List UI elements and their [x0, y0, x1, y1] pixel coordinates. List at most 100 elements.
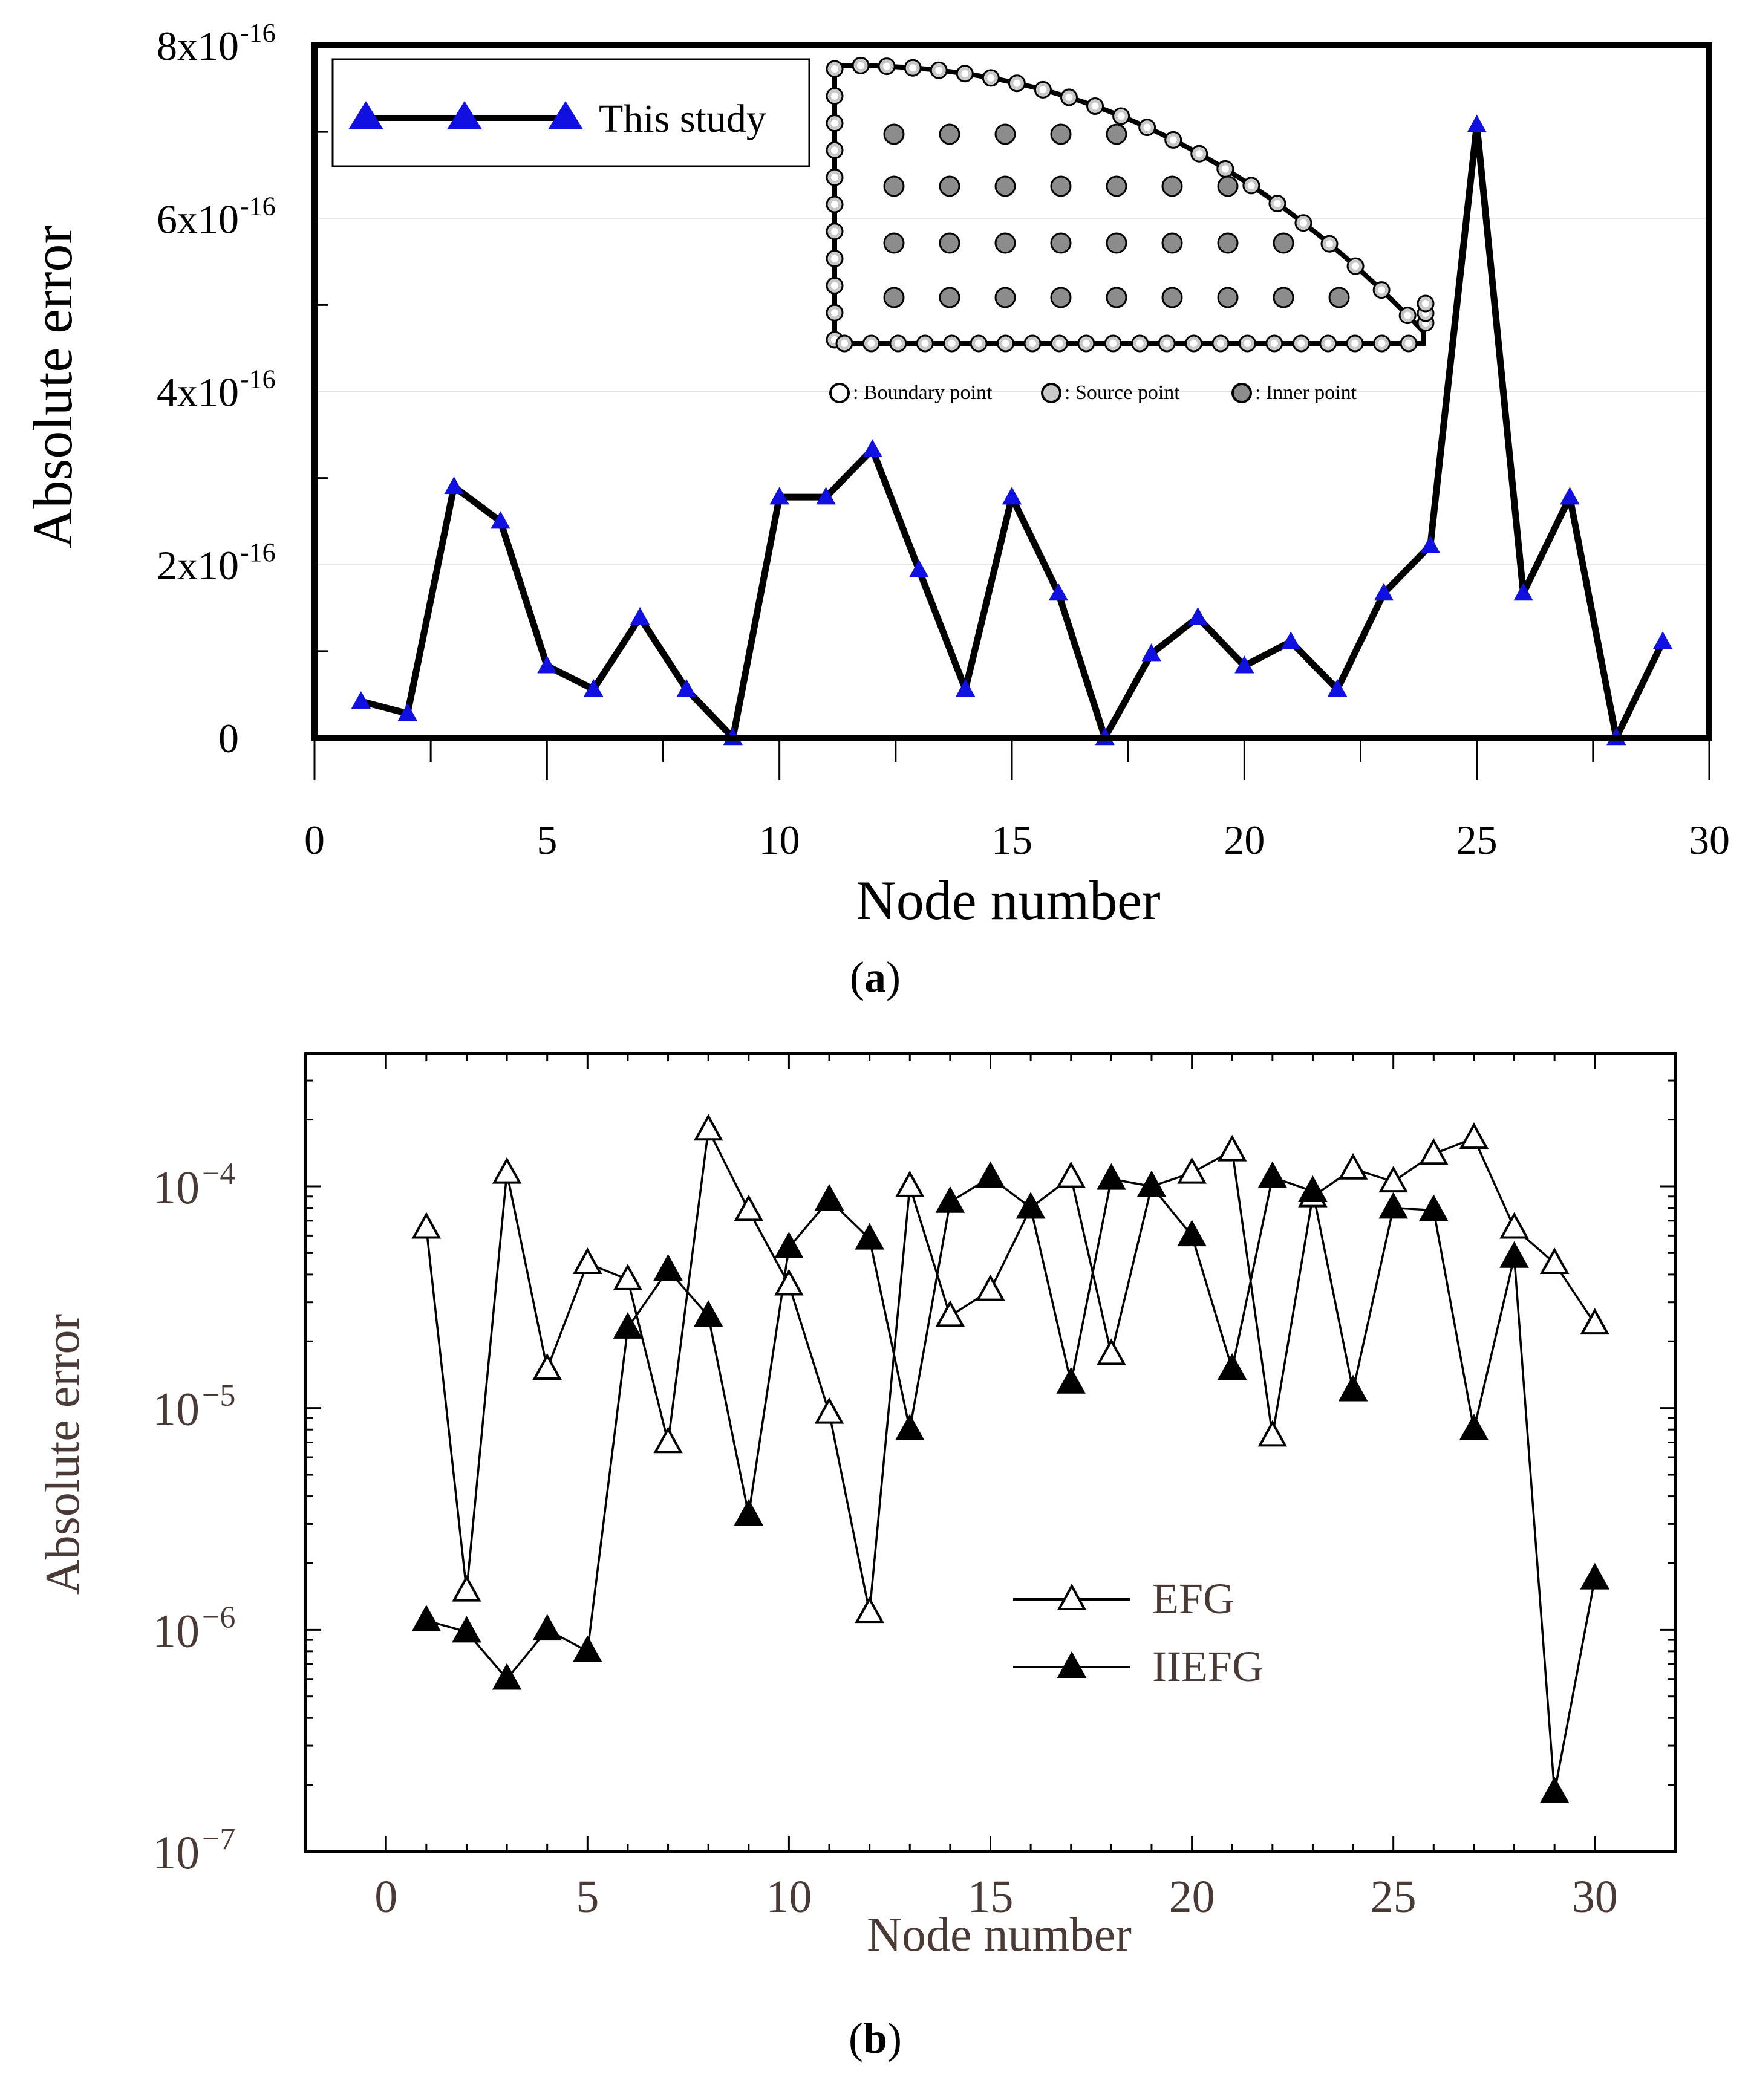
b-y-tick-labels: 10−710−610−510−4 — [152, 1157, 235, 1879]
b-data-point-iiefg — [1257, 1161, 1288, 1188]
b-ticks — [305, 1053, 1675, 1853]
b-data-point-efg — [693, 1114, 723, 1141]
inset-boundary-point — [1169, 136, 1177, 144]
a-y-tick-exponent: -16 — [240, 18, 276, 48]
b-data-point-efg — [1338, 1152, 1368, 1180]
b-y-tick-label: 10 — [152, 1383, 200, 1435]
b-data-point-efg — [1257, 1420, 1288, 1447]
inset-inner-point — [883, 123, 905, 145]
b-y-tick-exponent: −7 — [202, 1822, 235, 1856]
b-y-tick-exponent: −5 — [202, 1379, 235, 1413]
inset-inner-point — [883, 232, 905, 254]
a-data-point — [816, 487, 836, 505]
b-data-point-iiefg — [774, 1231, 804, 1258]
inset-boundary-point — [1039, 86, 1047, 94]
a-inset-domain-diagram — [826, 56, 1435, 353]
b-x-tick-label: 15 — [968, 1871, 1014, 1922]
inset-boundary-point — [1029, 340, 1036, 347]
inset-boundary-point — [831, 92, 838, 100]
inset-inner-point — [1161, 287, 1183, 308]
b-data-point-iiefg — [734, 1499, 764, 1526]
b-data-point-efg — [1459, 1122, 1489, 1149]
inset-boundary-point — [1217, 340, 1224, 347]
inset-boundary-point — [1065, 93, 1073, 101]
b-y-tick-label: 10 — [152, 1826, 200, 1879]
a-x-tick-label: 30 — [1689, 817, 1730, 863]
b-data-point-efg — [613, 1263, 643, 1290]
inset-boundary-point — [831, 282, 838, 290]
inset-boundary-point — [1013, 79, 1021, 87]
a-legend: This study — [331, 58, 810, 167]
a-x-tick-label: 5 — [536, 817, 557, 863]
panel-b: 0 5 10 15 20 25 30 10−710−610−510−4 EFG IIEFG … — [36, 1052, 1677, 2063]
a-data-point — [1281, 631, 1301, 649]
inset-inner-point — [1106, 287, 1127, 308]
a-y-axis-title: Absolute error — [22, 226, 83, 548]
a-series-markers — [351, 114, 1673, 746]
b-data-point-efg — [935, 1300, 965, 1327]
b-data-point-iiefg — [1419, 1194, 1449, 1221]
b-data-point-efg — [1539, 1247, 1570, 1274]
b-data-point-efg — [774, 1269, 804, 1296]
a-data-point — [630, 607, 650, 625]
inset-boundary-point — [831, 227, 838, 235]
b-data-point-iiefg — [1539, 1776, 1570, 1803]
b-data-point-iiefg — [411, 1605, 442, 1631]
inset-inner-point — [1161, 232, 1183, 254]
inset-inner-point — [1273, 287, 1294, 308]
inset-boundary-point — [1378, 286, 1386, 294]
b-data-point-efg — [452, 1575, 481, 1602]
inset-boundary-point — [1244, 340, 1251, 347]
b-data-point-iiefg — [1177, 1220, 1207, 1247]
boundary-point-icon — [829, 383, 850, 403]
b-data-point-iiefg — [814, 1184, 844, 1211]
inset-inner-point — [1050, 175, 1072, 197]
b-data-point-efg — [895, 1170, 925, 1197]
inset-boundary-point — [1351, 340, 1359, 347]
inset-boundary-point — [841, 340, 848, 347]
b-legend-label: EFG — [1152, 1575, 1234, 1623]
a-legend-marker — [348, 101, 383, 129]
a-y-tick-label: 0 — [218, 715, 239, 761]
a-data-point — [444, 476, 464, 495]
b-data-point-efg — [492, 1157, 522, 1184]
b-data-point-efg — [734, 1194, 764, 1221]
b-data-point-efg — [653, 1426, 683, 1454]
b-data-point-efg — [1378, 1166, 1408, 1193]
a-x-tick-label: 0 — [304, 817, 325, 863]
inset-inner-point — [1217, 287, 1239, 308]
a-x-tick-labels: 0 5 10 15 20 25 30 — [304, 817, 1730, 863]
inset-inner-point — [939, 232, 960, 254]
a-inset-legend-label: : Inner point — [1255, 382, 1357, 404]
b-x-tick-label: 25 — [1371, 1871, 1417, 1922]
inset-inner-point — [1217, 232, 1239, 254]
a-data-point — [1234, 655, 1254, 674]
inset-boundary-point — [1190, 340, 1198, 347]
b-series-lines — [425, 1128, 1596, 1793]
b-x-tick-label: 5 — [576, 1871, 599, 1922]
a-x-tick-label: 15 — [991, 817, 1032, 863]
b-data-point-efg — [1056, 1161, 1086, 1188]
a-data-point — [1513, 582, 1533, 601]
a-y-tick-exponent: -16 — [240, 538, 276, 567]
b-data-point-efg — [855, 1596, 884, 1624]
a-data-point — [351, 691, 371, 709]
b-data-point-iiefg — [573, 1635, 602, 1662]
inset-boundary-point — [1109, 340, 1117, 347]
inset-boundary-point — [831, 146, 838, 154]
b-data-point-iiefg — [1016, 1192, 1046, 1219]
a-data-point — [1560, 487, 1580, 505]
inset-inner-point — [883, 175, 905, 197]
a-inset-legend-label: : Boundary point — [853, 382, 993, 404]
b-data-point-efg — [573, 1247, 602, 1274]
b-data-point-efg — [1499, 1212, 1529, 1239]
inset-boundary-point — [1273, 200, 1281, 207]
inset-inner-point — [1217, 175, 1239, 197]
a-data-point — [397, 703, 417, 721]
inset-inner-point — [1273, 232, 1294, 254]
b-legend-label: IIEFG — [1152, 1642, 1264, 1691]
inset-boundary-point — [1404, 311, 1412, 319]
a-panel-label: (a) — [850, 953, 901, 1001]
a-y-tick-exponent: -16 — [240, 191, 276, 221]
